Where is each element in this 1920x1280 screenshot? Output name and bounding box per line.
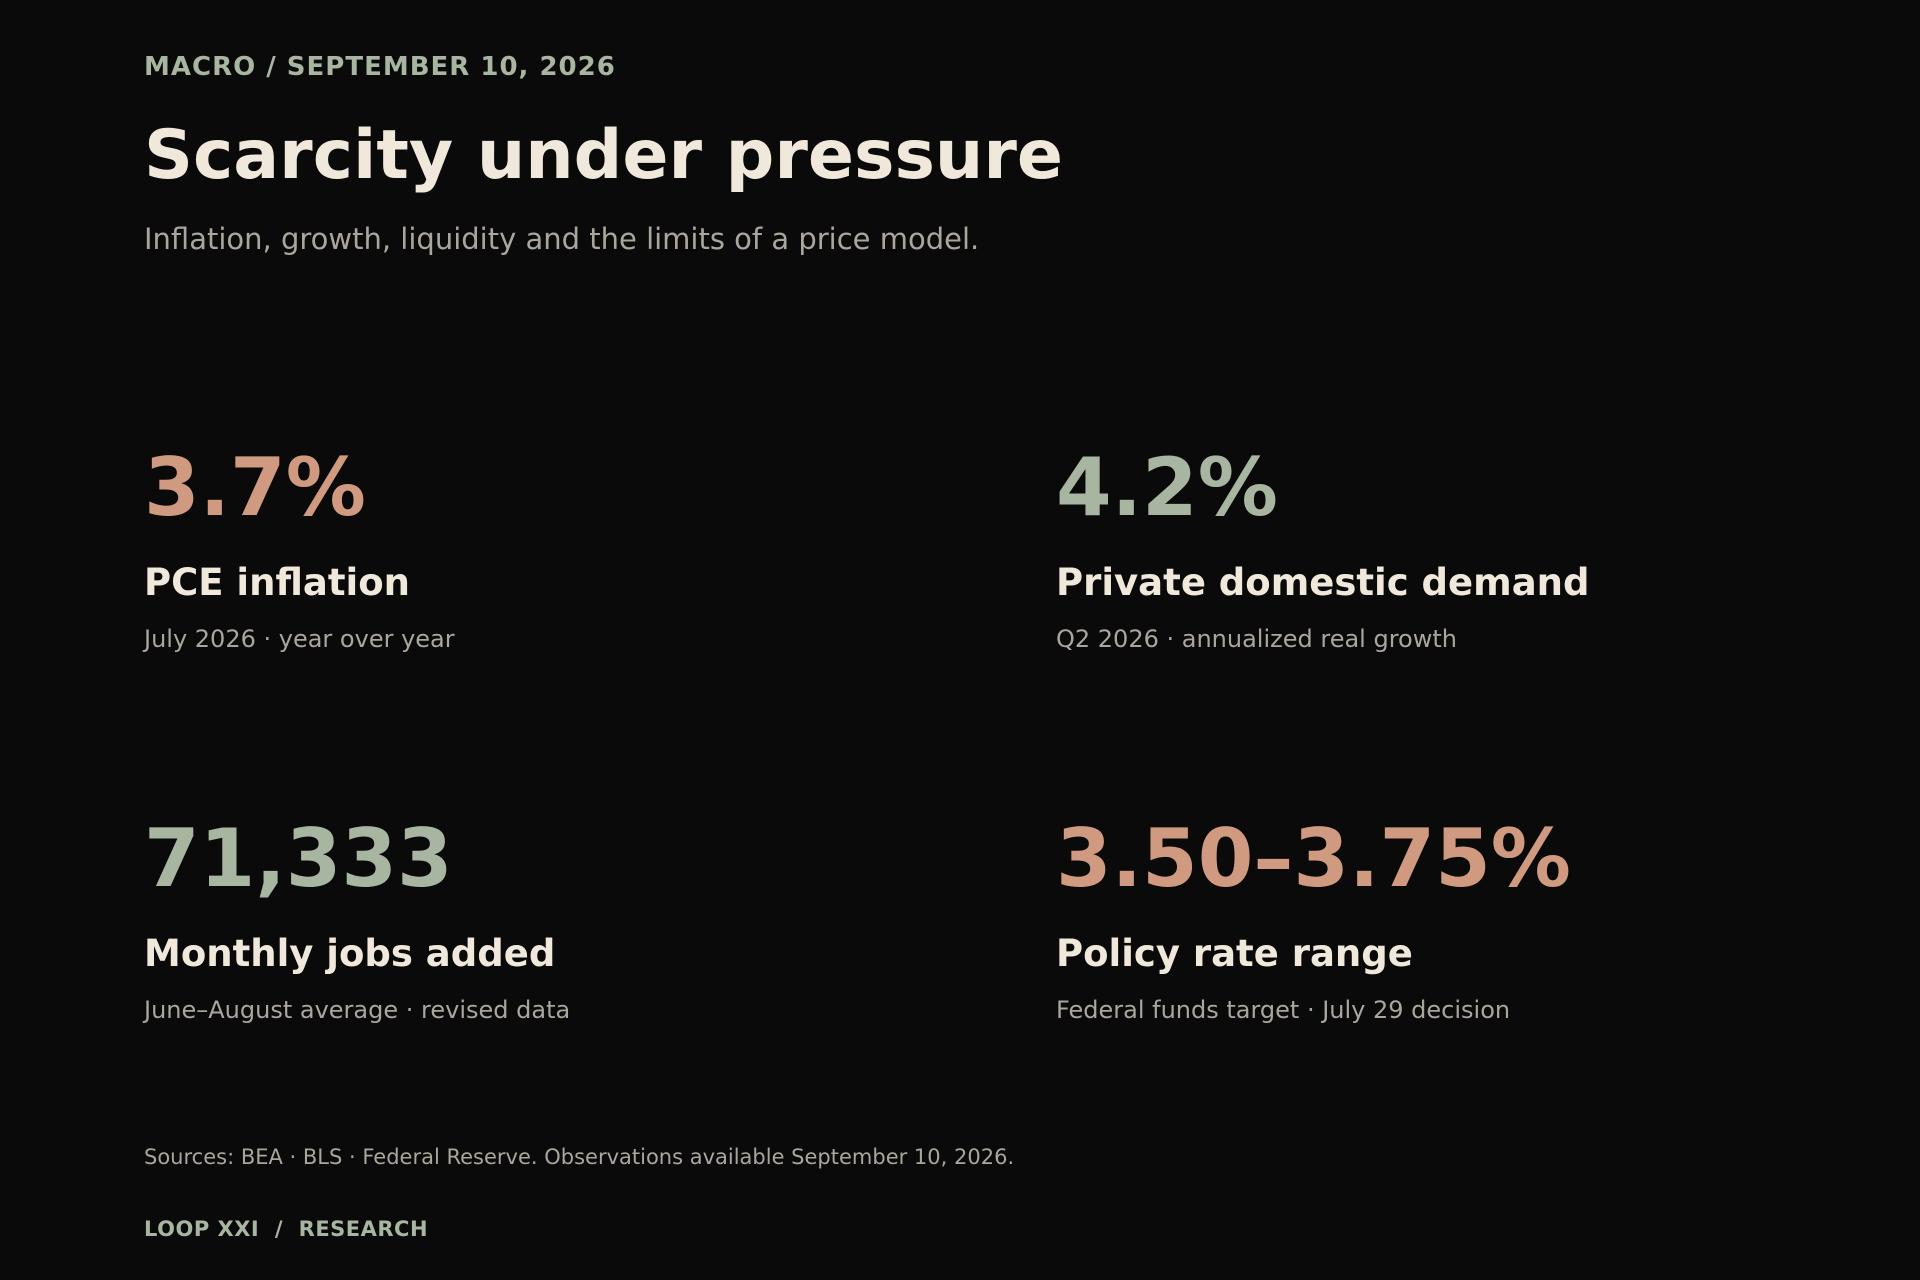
stat-note: June–August average · revised data [144,996,571,1024]
stat-label: PCE inflation [144,561,410,604]
stat-label: Monthly jobs added [144,932,556,975]
stat-pce-inflation: 3.7% PCE inflation July 2026 · year over… [144,441,924,653]
stat-value: 71,333 [144,812,453,905]
sources-note: Sources: BEA · BLS · Federal Reserve. Ob… [144,1145,1015,1169]
stat-value: 4.2% [1056,441,1278,534]
stat-note: Federal funds target · July 29 decision [1056,996,1511,1024]
stat-value: 3.50–3.75% [1056,812,1571,905]
page-title: Scarcity under pressure [144,116,1063,195]
stat-private-demand: 4.2% Private domestic demand Q2 2026 · a… [1056,441,1836,653]
stat-value: 3.7% [144,441,366,534]
page-subtitle: Inflation, growth, liquidity and the lim… [144,222,980,256]
stat-label: Policy rate range [1056,932,1413,975]
stat-note: July 2026 · year over year [144,625,455,653]
stat-note: Q2 2026 · annualized real growth [1056,625,1457,653]
section-kicker: MACRO / SEPTEMBER 10, 2026 [144,52,616,82]
stat-policy-rate: 3.50–3.75% Policy rate range Federal fun… [1056,812,1836,1024]
stat-label: Private domestic demand [1056,561,1590,604]
stat-monthly-jobs: 71,333 Monthly jobs added June–August av… [144,812,924,1024]
brand-footer: LOOP XXI / RESEARCH [144,1217,429,1241]
